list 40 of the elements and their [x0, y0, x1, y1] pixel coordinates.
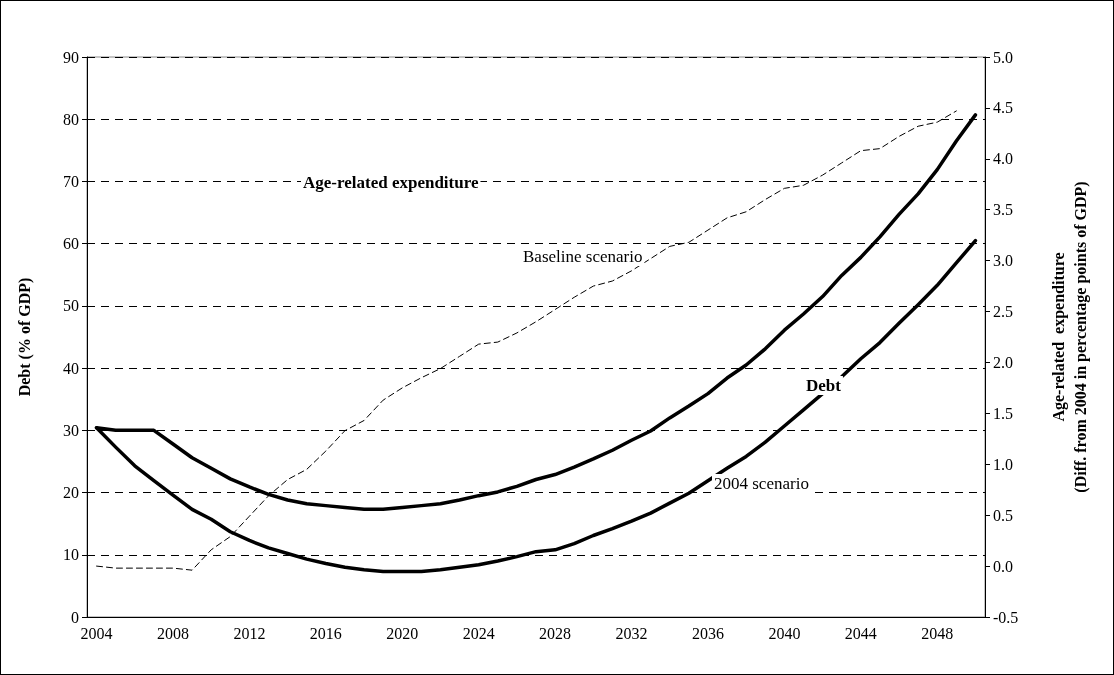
annotation: Baseline scenario — [523, 247, 643, 266]
x-tick-label: 2004 — [80, 624, 113, 642]
x-tick-label: 2032 — [615, 624, 648, 642]
y-tick-label: 90 — [63, 48, 79, 66]
y-tick-label: 70 — [63, 172, 79, 190]
annotation: 2004 scenario — [714, 474, 809, 493]
x-tick-label: 2016 — [309, 624, 342, 642]
y2-tick-label: 3.5 — [993, 201, 1013, 219]
x-tick-label: 2048 — [921, 624, 954, 642]
x-tick-label: 2024 — [462, 624, 495, 642]
annotation: Debt — [806, 376, 842, 395]
y-tick-label: 60 — [63, 235, 79, 253]
y2-tick-label: 0.5 — [993, 506, 1013, 524]
x-tick-label: 2044 — [844, 624, 877, 642]
y-tick-label: 40 — [63, 359, 79, 377]
x-tick-label: 2008 — [156, 624, 189, 642]
y2-tick-label: 0.0 — [993, 557, 1013, 575]
y2-tick-label: 4.5 — [993, 99, 1013, 117]
y-tick-label: 0 — [71, 608, 79, 626]
y2-tick-label: 1.5 — [993, 404, 1013, 422]
x-tick-label: 2020 — [386, 624, 419, 642]
y2-tick-label: 2.5 — [993, 303, 1013, 321]
y-tick-label: 30 — [63, 421, 79, 439]
annotation: Age-related expenditure — [303, 173, 479, 192]
y-tick-label: 20 — [63, 484, 79, 502]
y2-tick-label: 1.0 — [993, 455, 1013, 473]
y2-axis-title: Age-related expenditure (Diff. from 2004 in percentage points of GDP) — [1049, 181, 1090, 493]
y2-tick-label: -0.5 — [993, 608, 1019, 626]
y-tick-label: 50 — [63, 297, 79, 315]
x-tick-label: 2028 — [539, 624, 572, 642]
y-axis-title: Debt (% of GDP) — [15, 277, 34, 397]
x-tick-label: 2036 — [691, 624, 724, 642]
y2-tick-label: 4.0 — [993, 150, 1013, 168]
x-tick-label: 2012 — [233, 624, 266, 642]
y-tick-label: 10 — [63, 546, 79, 564]
y2-tick-label: 3.0 — [993, 252, 1013, 270]
y2-tick-label: 2.0 — [993, 353, 1013, 371]
x-tick-label: 2040 — [768, 624, 801, 642]
y-tick-label: 80 — [63, 110, 79, 128]
y2-tick-label: 5.0 — [993, 48, 1013, 66]
